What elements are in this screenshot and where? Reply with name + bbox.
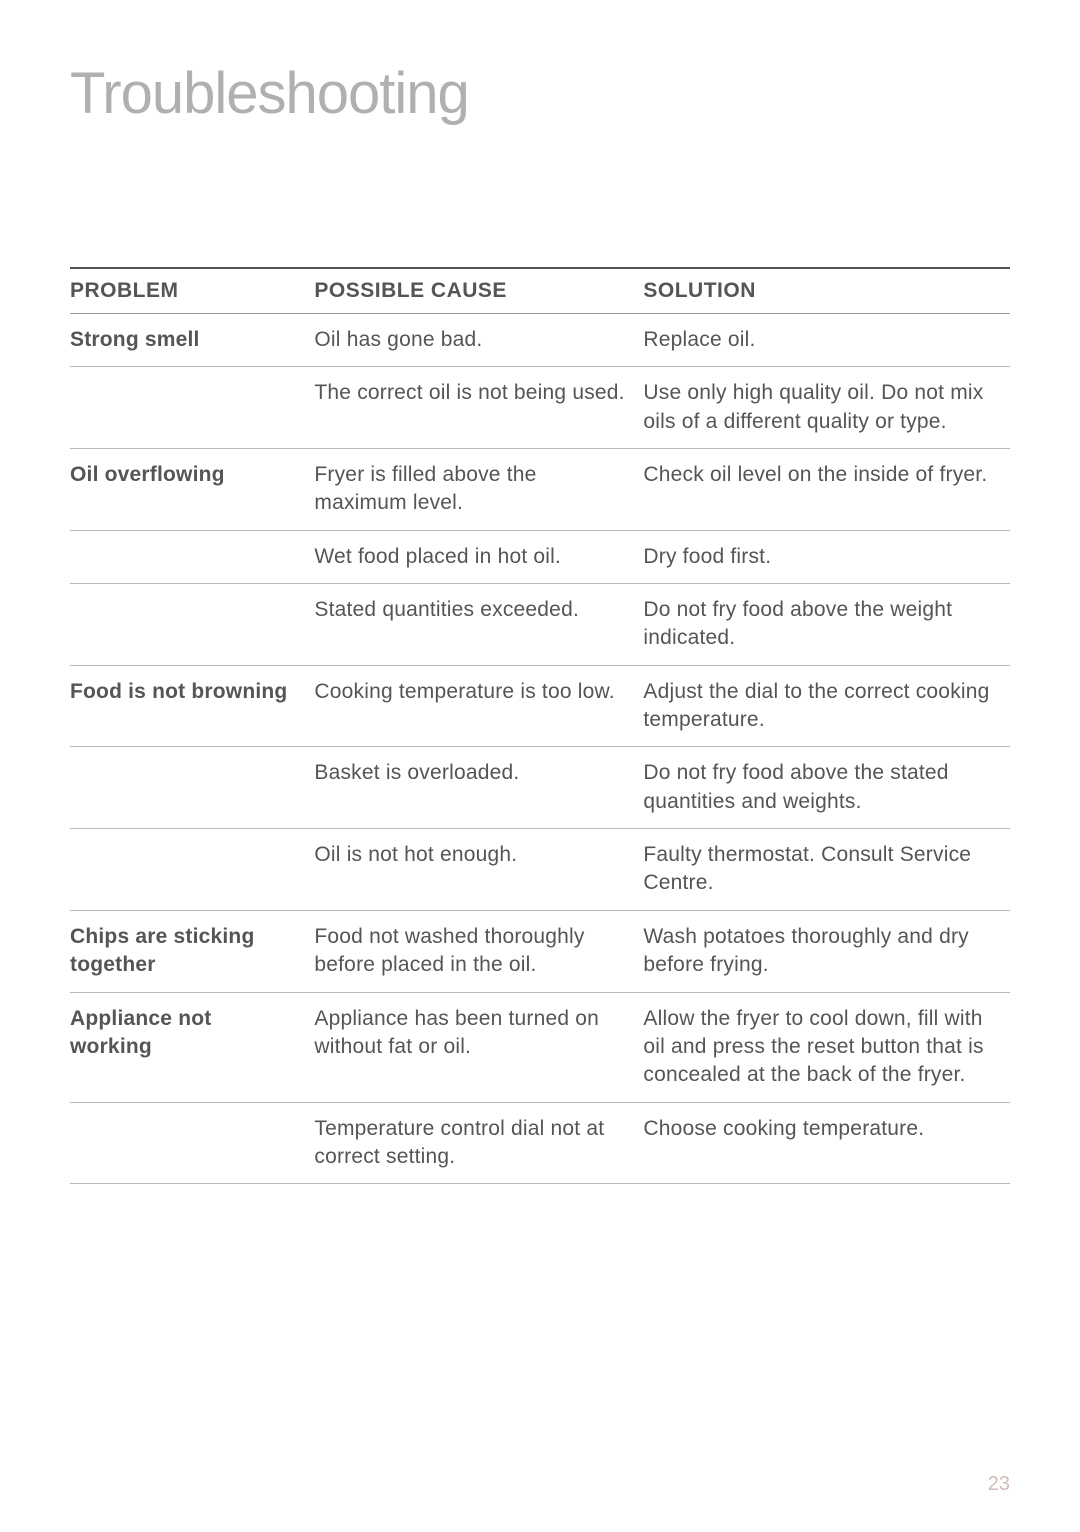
cell-solution: Do not fry food above the stated quantit… (643, 747, 1010, 829)
table-row: Oil overflowing Fryer is filled above th… (70, 449, 1010, 531)
cell-problem (70, 1102, 314, 1184)
table-row: Food is not browning Cooking temperature… (70, 665, 1010, 747)
col-header-problem: PROBLEM (70, 268, 314, 314)
cell-problem (70, 747, 314, 829)
cell-cause: Basket is overloaded. (314, 747, 643, 829)
cell-problem: Chips are sticking together (70, 910, 314, 992)
col-header-solution: SOLUTION (643, 268, 1010, 314)
cell-cause: Stated quantities exceeded. (314, 584, 643, 666)
cell-cause: Wet food placed in hot oil. (314, 530, 643, 583)
cell-solution: Allow the fryer to cool down, fill with … (643, 992, 1010, 1102)
cell-cause: Food not washed thoroughly before placed… (314, 910, 643, 992)
table-row: Chips are sticking together Food not was… (70, 910, 1010, 992)
page-title: Troubleshooting (70, 60, 1010, 127)
cell-problem (70, 584, 314, 666)
cell-cause: Oil is not hot enough. (314, 829, 643, 911)
cell-solution: Use only high quality oil. Do not mix oi… (643, 367, 1010, 449)
table-row: Appliance not working Appliance has been… (70, 992, 1010, 1102)
cell-problem: Strong smell (70, 314, 314, 367)
cell-solution: Wash potatoes thoroughly and dry before … (643, 910, 1010, 992)
table-row: The correct oil is not being used. Use o… (70, 367, 1010, 449)
page-number: 23 (988, 1473, 1010, 1496)
cell-problem (70, 829, 314, 911)
cell-problem: Food is not browning (70, 665, 314, 747)
table-row: Basket is overloaded. Do not fry food ab… (70, 747, 1010, 829)
col-header-cause: POSSIBLE CAUSE (314, 268, 643, 314)
table-header-row: PROBLEM POSSIBLE CAUSE SOLUTION (70, 268, 1010, 314)
cell-cause: The correct oil is not being used. (314, 367, 643, 449)
cell-solution: Dry food first. (643, 530, 1010, 583)
cell-solution: Faulty thermostat. Consult Service Centr… (643, 829, 1010, 911)
troubleshooting-table: PROBLEM POSSIBLE CAUSE SOLUTION Strong s… (70, 267, 1010, 1184)
cell-cause: Fryer is filled above the maximum level. (314, 449, 643, 531)
page-container: Troubleshooting PROBLEM POSSIBLE CAUSE S… (0, 0, 1080, 1224)
cell-solution: Replace oil. (643, 314, 1010, 367)
cell-cause: Oil has gone bad. (314, 314, 643, 367)
cell-problem (70, 367, 314, 449)
cell-problem (70, 530, 314, 583)
table-row: Temperature control dial not at correct … (70, 1102, 1010, 1184)
table-row: Stated quantities exceeded. Do not fry f… (70, 584, 1010, 666)
cell-cause: Appliance has been turned on without fat… (314, 992, 643, 1102)
cell-solution: Choose cooking temperature. (643, 1102, 1010, 1184)
table-row: Oil is not hot enough. Faulty thermostat… (70, 829, 1010, 911)
table-row: Strong smell Oil has gone bad. Replace o… (70, 314, 1010, 367)
cell-problem: Oil overflowing (70, 449, 314, 531)
cell-cause: Temperature control dial not at correct … (314, 1102, 643, 1184)
cell-solution: Check oil level on the inside of fryer. (643, 449, 1010, 531)
table-row: Wet food placed in hot oil. Dry food fir… (70, 530, 1010, 583)
cell-solution: Do not fry food above the weight indicat… (643, 584, 1010, 666)
cell-solution: Adjust the dial to the correct cooking t… (643, 665, 1010, 747)
cell-cause: Cooking temperature is too low. (314, 665, 643, 747)
cell-problem: Appliance not working (70, 992, 314, 1102)
